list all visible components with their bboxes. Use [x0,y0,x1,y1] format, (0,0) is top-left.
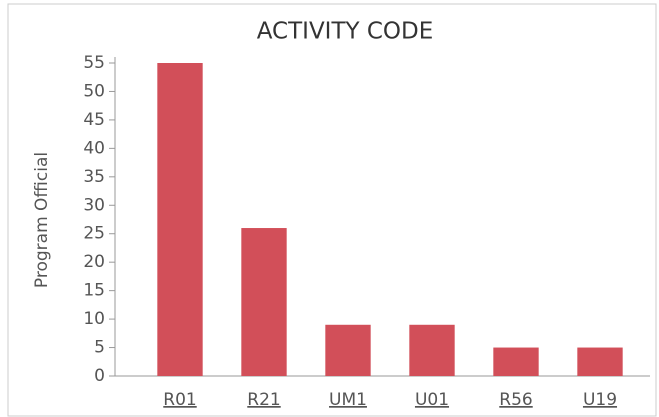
y-tick-label: 40 [83,138,105,158]
frame [7,3,657,417]
x-tick-label[interactable]: UM1 [329,390,367,410]
x-tick-label[interactable]: R21 [247,390,280,410]
x-tick-label[interactable]: R56 [499,390,532,410]
y-tick-label: 55 [83,53,105,73]
x-tick-label[interactable]: U19 [583,390,617,410]
bar [577,347,623,376]
y-axis-label: Program Official [32,152,52,288]
chart-title: ACTIVITY CODE [257,19,434,45]
y-tick-label: 50 [83,81,105,101]
bar [325,324,371,376]
x-tick-label[interactable]: R01 [163,390,196,410]
bar [493,347,539,376]
x-tick-label[interactable]: U01 [415,390,449,410]
bar [241,228,287,376]
y-tick-label: 20 [83,252,105,272]
y-tick-label: 35 [83,167,105,187]
y-tick-label: 25 [83,224,105,244]
y-tick-label: 45 [83,110,105,130]
bar [157,63,203,376]
y-tick-label: 30 [83,195,105,215]
y-tick-label: 15 [83,281,105,301]
y-tick-label: 10 [83,309,105,329]
bar [409,324,455,376]
y-tick-label: 5 [94,338,105,358]
y-tick-label: 0 [94,366,105,386]
